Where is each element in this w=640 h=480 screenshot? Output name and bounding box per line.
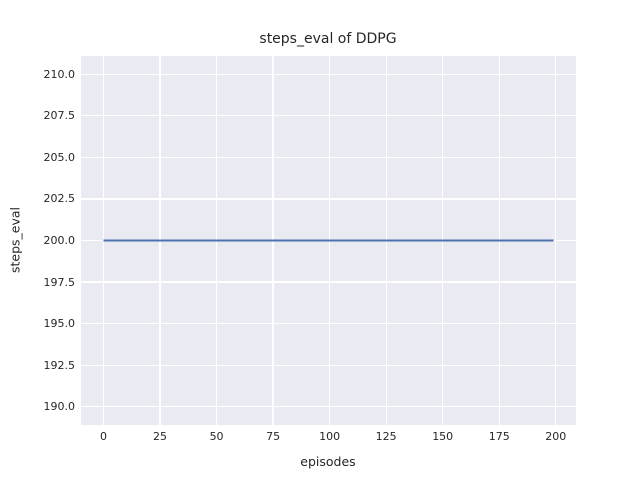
- y-gridline: [81, 115, 576, 117]
- y-gridline: [81, 73, 576, 75]
- y-tick-label: 195.0: [43, 317, 76, 331]
- y-gridline: [81, 281, 576, 283]
- y-gridline: [81, 364, 576, 366]
- y-gridline: [81, 322, 576, 325]
- x-axis-label: episodes: [300, 454, 356, 469]
- y-gridline: [81, 156, 576, 159]
- x-tick-label: 100: [319, 430, 341, 443]
- y-tick-label: 197.5: [43, 275, 76, 289]
- series-layer: [103, 239, 554, 242]
- y-tick-label: 210.0: [43, 67, 76, 81]
- y-gridline: [81, 198, 576, 200]
- y-tick-label: 207.5: [43, 109, 76, 123]
- x-tick-label: 25: [153, 430, 168, 443]
- x-tick-label: 0: [100, 430, 107, 443]
- x-tick-label: 125: [375, 430, 397, 443]
- x-tick-label: 50: [209, 430, 224, 443]
- y-tick-label: 190.0: [43, 400, 76, 414]
- x-tick-label: 200: [545, 430, 567, 443]
- y-tick-label: 192.5: [43, 358, 76, 372]
- x-tick-label: 150: [432, 430, 454, 443]
- y-tick-label: 205.0: [43, 150, 76, 164]
- y-gridline: [81, 406, 576, 408]
- x-tick-label: 75: [266, 430, 281, 443]
- plot-area: [81, 56, 576, 425]
- chart-title: steps_eval of DDPG: [259, 31, 397, 47]
- y-tick-label: 200.0: [43, 234, 76, 247]
- x-tick-label: 175: [488, 430, 510, 443]
- y-tick-label: 202.5: [43, 192, 76, 206]
